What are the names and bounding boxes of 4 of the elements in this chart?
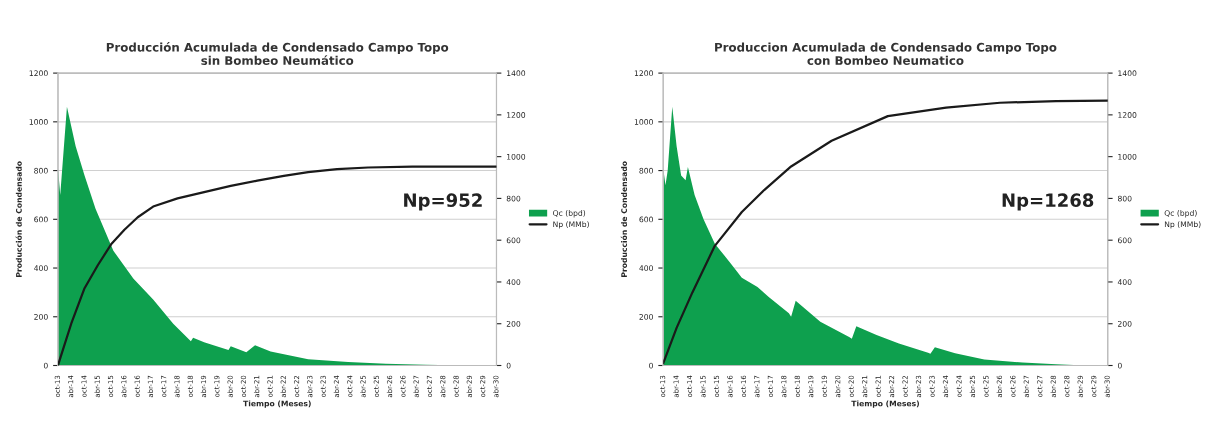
- chart-title: Produccion Acumulada de Condensado Campo Topo con Bombeo Neumatico: [715, 42, 1057, 65]
- annotation: Np=952: [404, 193, 482, 211]
- annotation: Np=1268: [1002, 193, 1094, 211]
- chart-title: Producción Acumulada de Condensado Campo Topo sin Bombeo Neumático: [106, 42, 449, 65]
